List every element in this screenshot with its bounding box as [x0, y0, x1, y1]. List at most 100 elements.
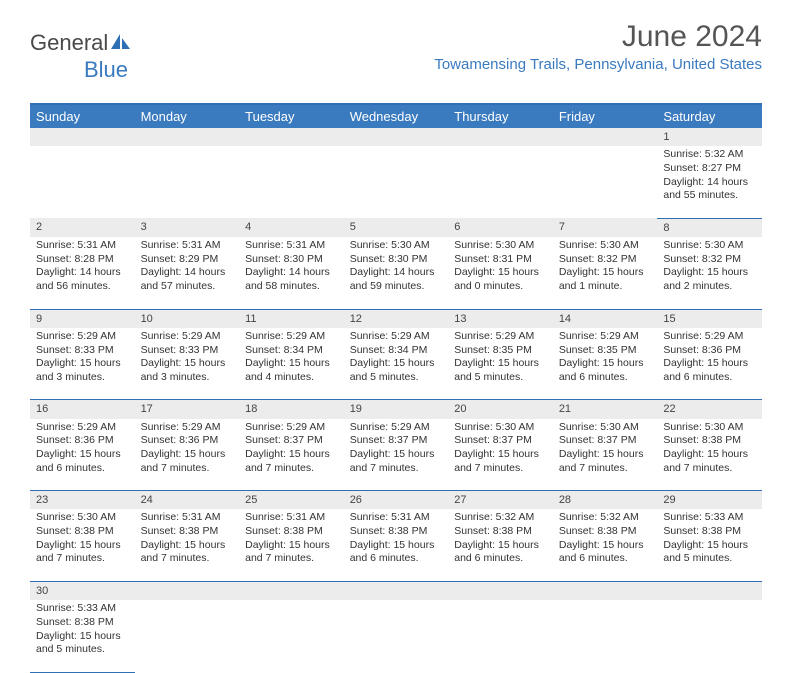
- day-number: 1: [657, 128, 762, 146]
- empty-cell: [657, 581, 762, 600]
- day-number: 14: [553, 309, 658, 328]
- daylight-text: Daylight: 15 hours and 7 minutes.: [141, 539, 234, 566]
- daylight-text: Daylight: 15 hours and 5 minutes.: [663, 539, 756, 566]
- daylight-text: Daylight: 15 hours and 6 minutes.: [559, 357, 652, 384]
- day-number-row: 16171819202122: [30, 400, 762, 419]
- sunset-text: Sunset: 8:33 PM: [36, 344, 129, 358]
- day-number: 23: [30, 491, 135, 510]
- daylight-text: Daylight: 15 hours and 6 minutes.: [36, 448, 129, 475]
- empty-cell: [239, 600, 344, 672]
- sunset-text: Sunset: 8:37 PM: [559, 434, 652, 448]
- sunset-text: Sunset: 8:38 PM: [36, 616, 129, 630]
- daylight-text: Daylight: 15 hours and 1 minute.: [559, 266, 652, 293]
- day-number: 28: [553, 491, 658, 510]
- day-number-row: 9101112131415: [30, 309, 762, 328]
- sunset-text: Sunset: 8:34 PM: [245, 344, 338, 358]
- sunrise-text: Sunrise: 5:30 AM: [663, 239, 756, 253]
- day-number: 3: [135, 218, 240, 237]
- day-number: 19: [344, 400, 449, 419]
- empty-cell: [448, 128, 553, 146]
- day-number: 24: [135, 491, 240, 510]
- day-number: 17: [135, 400, 240, 419]
- week-row: Sunrise: 5:32 AMSunset: 8:27 PMDaylight:…: [30, 146, 762, 218]
- weekday-header: Tuesday: [239, 104, 344, 128]
- day-number: 16: [30, 400, 135, 419]
- day-cell: Sunrise: 5:30 AMSunset: 8:38 PMDaylight:…: [30, 509, 135, 581]
- day-cell: Sunrise: 5:32 AMSunset: 8:38 PMDaylight:…: [553, 509, 658, 581]
- day-number: 15: [657, 309, 762, 328]
- sunrise-text: Sunrise: 5:30 AM: [559, 421, 652, 435]
- sunset-text: Sunset: 8:38 PM: [245, 525, 338, 539]
- sunset-text: Sunset: 8:38 PM: [454, 525, 547, 539]
- empty-cell: [448, 600, 553, 672]
- day-cell: Sunrise: 5:29 AMSunset: 8:34 PMDaylight:…: [239, 328, 344, 400]
- sunrise-text: Sunrise: 5:33 AM: [663, 511, 756, 525]
- daylight-text: Daylight: 15 hours and 5 minutes.: [36, 630, 129, 657]
- logo-sail-icon: [110, 32, 132, 55]
- day-cell: Sunrise: 5:29 AMSunset: 8:33 PMDaylight:…: [135, 328, 240, 400]
- day-cell: Sunrise: 5:29 AMSunset: 8:35 PMDaylight:…: [448, 328, 553, 400]
- daylight-text: Daylight: 15 hours and 7 minutes.: [350, 448, 443, 475]
- empty-cell: [344, 600, 449, 672]
- daylight-text: Daylight: 15 hours and 3 minutes.: [141, 357, 234, 384]
- day-cell: Sunrise: 5:33 AMSunset: 8:38 PMDaylight:…: [30, 600, 135, 672]
- day-cell: Sunrise: 5:30 AMSunset: 8:32 PMDaylight:…: [553, 237, 658, 309]
- empty-cell: [553, 600, 658, 672]
- sunset-text: Sunset: 8:36 PM: [663, 344, 756, 358]
- day-number-row: 1: [30, 128, 762, 146]
- daylight-text: Daylight: 15 hours and 6 minutes.: [559, 539, 652, 566]
- sunset-text: Sunset: 8:32 PM: [663, 253, 756, 267]
- daylight-text: Daylight: 15 hours and 5 minutes.: [454, 357, 547, 384]
- sunrise-text: Sunrise: 5:30 AM: [36, 511, 129, 525]
- sunrise-text: Sunrise: 5:29 AM: [454, 330, 547, 344]
- sunset-text: Sunset: 8:27 PM: [663, 162, 756, 176]
- day-cell: Sunrise: 5:30 AMSunset: 8:37 PMDaylight:…: [553, 419, 658, 491]
- sunset-text: Sunset: 8:33 PM: [141, 344, 234, 358]
- sunset-text: Sunset: 8:37 PM: [454, 434, 547, 448]
- calendar-table: SundayMondayTuesdayWednesdayThursdayFrid…: [30, 103, 762, 673]
- day-cell: Sunrise: 5:32 AMSunset: 8:27 PMDaylight:…: [657, 146, 762, 218]
- sunrise-text: Sunrise: 5:29 AM: [245, 330, 338, 344]
- sunset-text: Sunset: 8:38 PM: [559, 525, 652, 539]
- day-cell: Sunrise: 5:30 AMSunset: 8:31 PMDaylight:…: [448, 237, 553, 309]
- day-number: 18: [239, 400, 344, 419]
- empty-cell: [344, 581, 449, 600]
- month-title: June 2024: [434, 20, 762, 54]
- empty-cell: [135, 146, 240, 218]
- sunrise-text: Sunrise: 5:31 AM: [350, 511, 443, 525]
- week-row: Sunrise: 5:29 AMSunset: 8:33 PMDaylight:…: [30, 328, 762, 400]
- daylight-text: Daylight: 15 hours and 6 minutes.: [663, 357, 756, 384]
- empty-cell: [135, 581, 240, 600]
- empty-cell: [553, 581, 658, 600]
- daylight-text: Daylight: 15 hours and 3 minutes.: [36, 357, 129, 384]
- daylight-text: Daylight: 14 hours and 56 minutes.: [36, 266, 129, 293]
- day-number: 10: [135, 309, 240, 328]
- daylight-text: Daylight: 15 hours and 7 minutes.: [245, 539, 338, 566]
- day-number-row: 2345678: [30, 218, 762, 237]
- daylight-text: Daylight: 15 hours and 7 minutes.: [454, 448, 547, 475]
- sunrise-text: Sunrise: 5:30 AM: [454, 239, 547, 253]
- sunset-text: Sunset: 8:38 PM: [663, 525, 756, 539]
- sunset-text: Sunset: 8:38 PM: [141, 525, 234, 539]
- sunrise-text: Sunrise: 5:32 AM: [663, 148, 756, 162]
- sunrise-text: Sunrise: 5:32 AM: [454, 511, 547, 525]
- day-number: 8: [657, 218, 762, 237]
- day-cell: Sunrise: 5:31 AMSunset: 8:38 PMDaylight:…: [135, 509, 240, 581]
- sunrise-text: Sunrise: 5:29 AM: [36, 330, 129, 344]
- sunrise-text: Sunrise: 5:30 AM: [663, 421, 756, 435]
- day-cell: Sunrise: 5:29 AMSunset: 8:34 PMDaylight:…: [344, 328, 449, 400]
- week-row: Sunrise: 5:31 AMSunset: 8:28 PMDaylight:…: [30, 237, 762, 309]
- weekday-header: Saturday: [657, 104, 762, 128]
- sunrise-text: Sunrise: 5:30 AM: [350, 239, 443, 253]
- daylight-text: Daylight: 15 hours and 7 minutes.: [559, 448, 652, 475]
- sunset-text: Sunset: 8:38 PM: [663, 434, 756, 448]
- week-row: Sunrise: 5:29 AMSunset: 8:36 PMDaylight:…: [30, 419, 762, 491]
- day-number-row: 23242526272829: [30, 491, 762, 510]
- day-cell: Sunrise: 5:29 AMSunset: 8:37 PMDaylight:…: [344, 419, 449, 491]
- empty-cell: [239, 128, 344, 146]
- sunrise-text: Sunrise: 5:29 AM: [141, 421, 234, 435]
- daylight-text: Daylight: 14 hours and 58 minutes.: [245, 266, 338, 293]
- sunrise-text: Sunrise: 5:29 AM: [36, 421, 129, 435]
- weekday-header: Sunday: [30, 104, 135, 128]
- day-number: 11: [239, 309, 344, 328]
